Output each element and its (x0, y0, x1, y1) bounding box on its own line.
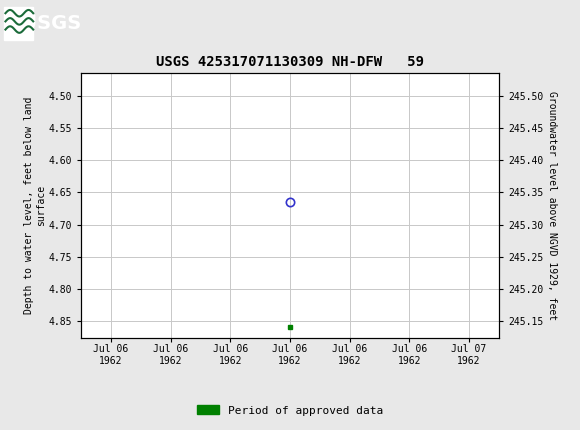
Y-axis label: Depth to water level, feet below land
surface: Depth to water level, feet below land su… (24, 97, 46, 314)
Bar (5, 7, 33, 40)
Y-axis label: Groundwater level above NGVD 1929, feet: Groundwater level above NGVD 1929, feet (548, 91, 557, 320)
Text: USGS 425317071130309 NH-DFW   59: USGS 425317071130309 NH-DFW 59 (156, 55, 424, 69)
Legend: Period of approved data: Period of approved data (193, 401, 387, 420)
Text: ≣USGS: ≣USGS (6, 14, 82, 33)
